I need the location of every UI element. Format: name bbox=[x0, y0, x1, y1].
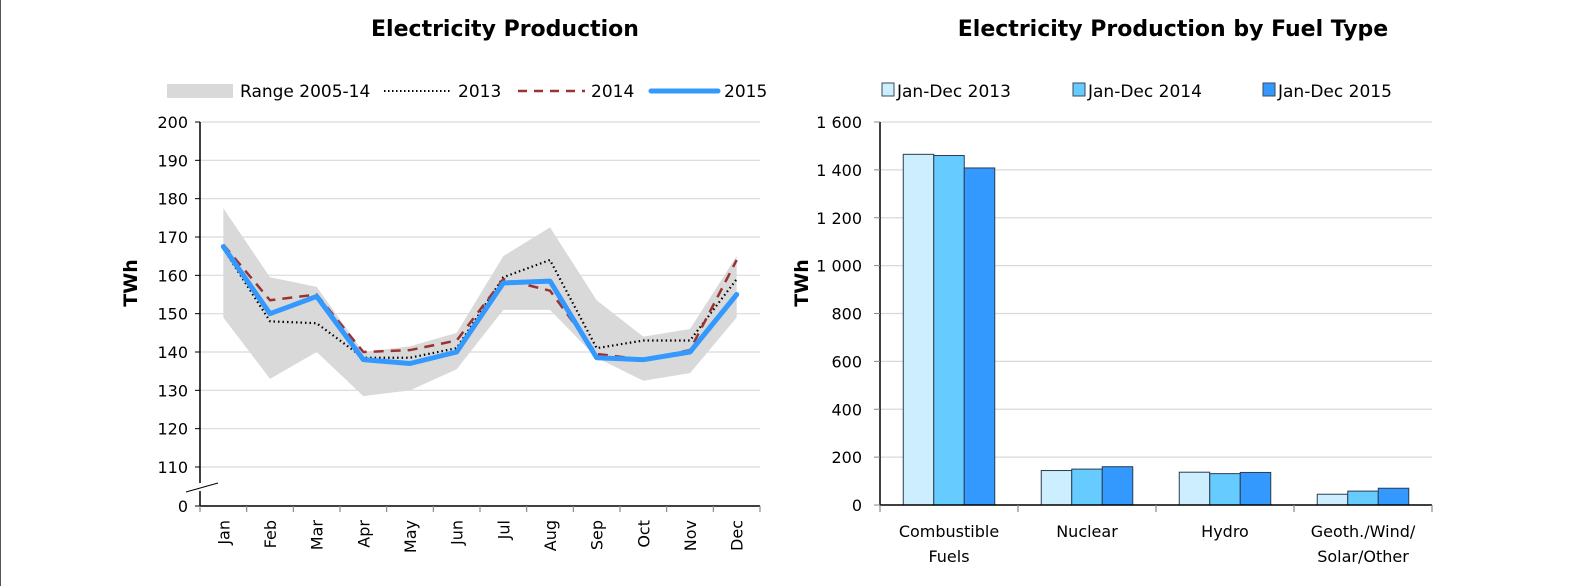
legend-label-2013: 2013 bbox=[458, 82, 501, 102]
x-tick-label: Mar bbox=[308, 520, 327, 551]
x-tick-label: Nov bbox=[681, 520, 700, 551]
y-tick-label: 180 bbox=[157, 190, 188, 209]
y-tick-label: 0 bbox=[852, 496, 862, 515]
y-tick-label: 1 200 bbox=[816, 209, 862, 228]
bar-jan-dec-2014-1 bbox=[1071, 468, 1103, 506]
bar-jan-dec-2015-3 bbox=[1377, 487, 1410, 506]
x-tick-label: Dec bbox=[728, 520, 747, 551]
x-tick-label: Sep bbox=[588, 520, 607, 550]
axis-break-mark bbox=[185, 482, 219, 493]
x-tick-label: Aug bbox=[541, 520, 560, 551]
legend-label: Jan-Dec 2013 bbox=[896, 82, 1011, 102]
legend-swatch-jan-dec-2013 bbox=[881, 82, 895, 97]
bar-jan-dec-2013-2 bbox=[1178, 471, 1211, 506]
bar-jan-dec-2015-0 bbox=[963, 167, 996, 506]
x-tick-label: Oct bbox=[634, 520, 653, 548]
y-tick-label: 0 bbox=[178, 497, 188, 516]
x-tick-label: May bbox=[401, 520, 420, 553]
y-tick-label: 110 bbox=[157, 458, 188, 477]
y-tick-label: 160 bbox=[157, 266, 188, 285]
legend-label-2015: 2015 bbox=[724, 82, 767, 102]
line-chart-legend: Range 2005-14 2013 2014 2015 bbox=[167, 82, 767, 102]
legend-swatch-jan-dec-2014 bbox=[1072, 82, 1086, 97]
legend-label: Jan-Dec 2014 bbox=[1087, 82, 1202, 102]
legend-swatch-range bbox=[167, 84, 233, 98]
y-tick-label: 150 bbox=[157, 305, 188, 324]
y-tick-label: 140 bbox=[157, 343, 188, 362]
x-tick-label: Solar/Other bbox=[1317, 547, 1409, 566]
x-tick-label: Combustible bbox=[899, 522, 999, 541]
y-tick-label: 130 bbox=[157, 381, 188, 400]
line-chart-series bbox=[220, 243, 740, 366]
x-tick-label: Fuels bbox=[928, 547, 969, 566]
bar-chart-x-ticks: Combustible Fuels Nuclear Hydro Geoth./Wind/… bbox=[879, 505, 1433, 566]
y-tick-label: 800 bbox=[831, 305, 862, 324]
legend-swatch-jan-dec-2015 bbox=[1262, 82, 1276, 97]
y-tick-label: 120 bbox=[157, 420, 188, 439]
y-tick-label: 200 bbox=[157, 113, 188, 132]
bar-chart-title: Electricity Production by Fuel Type bbox=[958, 17, 1388, 42]
series-line-2015 bbox=[220, 244, 740, 366]
x-tick-label: Jul bbox=[494, 520, 513, 540]
bar-jan-dec-2015-1 bbox=[1101, 466, 1134, 506]
legend-label-2014: 2014 bbox=[591, 82, 634, 102]
page-left-border bbox=[0, 0, 1, 586]
legend-label-range: Range 2005-14 bbox=[240, 82, 370, 102]
bar-chart-y-ticks: 1 600 1 400 1 200 1 000 800 600 400 200 0 bbox=[816, 113, 880, 515]
y-tick-label: 1 600 bbox=[816, 113, 862, 132]
x-tick-label: Feb bbox=[261, 520, 280, 548]
x-tick-label: Nuclear bbox=[1056, 522, 1118, 541]
x-tick-label: Geoth./Wind/ bbox=[1311, 522, 1416, 541]
bar-jan-dec-2014-2 bbox=[1209, 473, 1241, 506]
y-tick-label: 190 bbox=[157, 151, 188, 170]
x-tick-label: Jan bbox=[214, 520, 233, 546]
y-tick-label: 600 bbox=[831, 352, 862, 371]
x-tick-label: Jun bbox=[448, 520, 467, 546]
bar-jan-dec-2013-0 bbox=[902, 153, 935, 506]
line-chart-y-ticks: 200 190 180 170 160 150 140 130 120 110 0 bbox=[157, 113, 200, 516]
bar-chart-y-axis-title: TWh bbox=[791, 259, 813, 306]
y-tick-label: 200 bbox=[831, 448, 862, 467]
line-chart-title: Electricity Production bbox=[371, 17, 639, 42]
bar-jan-dec-2014-0 bbox=[933, 155, 965, 506]
y-tick-label: 170 bbox=[157, 228, 188, 247]
bar-jan-dec-2013-1 bbox=[1040, 470, 1073, 506]
line-chart-x-ticks: Jan Feb Mar Apr May Jun Jul Aug Sep Oct Nov Dec bbox=[199, 506, 761, 553]
bar-jan-dec-2013-3 bbox=[1316, 493, 1349, 506]
bar-jan-dec-2014-3 bbox=[1347, 490, 1379, 506]
legend-label: Jan-Dec 2015 bbox=[1277, 82, 1392, 102]
x-tick-label: Hydro bbox=[1201, 522, 1249, 541]
bar-chart-bars bbox=[902, 153, 1410, 506]
bar-jan-dec-2015-2 bbox=[1239, 471, 1272, 506]
y-tick-label: 1 000 bbox=[816, 257, 862, 276]
y-tick-label: 400 bbox=[831, 400, 862, 419]
bar-chart-legend: Jan-Dec 2013 Jan-Dec 2014 Jan-Dec 2015 bbox=[881, 82, 1392, 102]
y-tick-label: 1 400 bbox=[816, 161, 862, 180]
line-chart-y-axis-title: TWh bbox=[120, 259, 142, 306]
x-tick-label: Apr bbox=[354, 520, 373, 548]
